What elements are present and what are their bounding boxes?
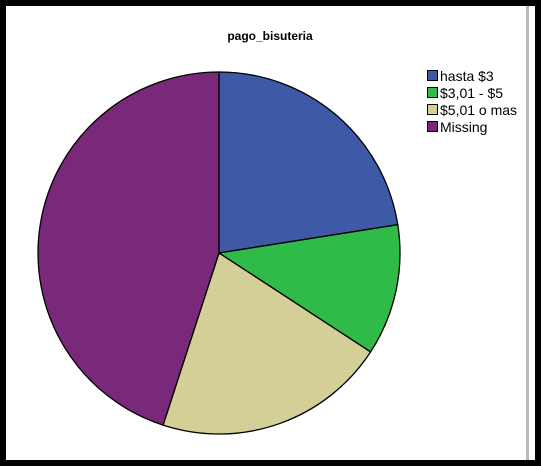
legend-swatch	[427, 70, 438, 81]
legend-label: $3,01 - $5	[440, 84, 504, 101]
frame-inner-border	[526, 6, 529, 460]
legend-item: $5,01 o mas	[427, 101, 517, 118]
pie-slice-missing	[37, 71, 220, 426]
legend-item: Missing	[427, 118, 517, 135]
legend-label: $5,01 o mas	[440, 101, 518, 118]
legend-swatch	[427, 121, 438, 132]
chart-title: pago_bisuteria	[227, 29, 313, 43]
legend-label: hasta $3	[440, 67, 494, 84]
pie-slice-3-01-5	[218, 224, 401, 353]
pie-slices	[37, 71, 401, 435]
legend-item: hasta $3	[427, 67, 517, 84]
pie-slice-hasta-3	[218, 71, 399, 254]
legend-label: Missing	[440, 118, 488, 135]
legend-swatch	[427, 104, 438, 115]
legend-swatch	[427, 87, 438, 98]
pie-slice-5-01-o-mas	[162, 252, 372, 435]
legend-item: $3,01 - $5	[427, 84, 517, 101]
legend: hasta $3 $3,01 - $5 $5,01 o mas Missing	[427, 67, 517, 135]
